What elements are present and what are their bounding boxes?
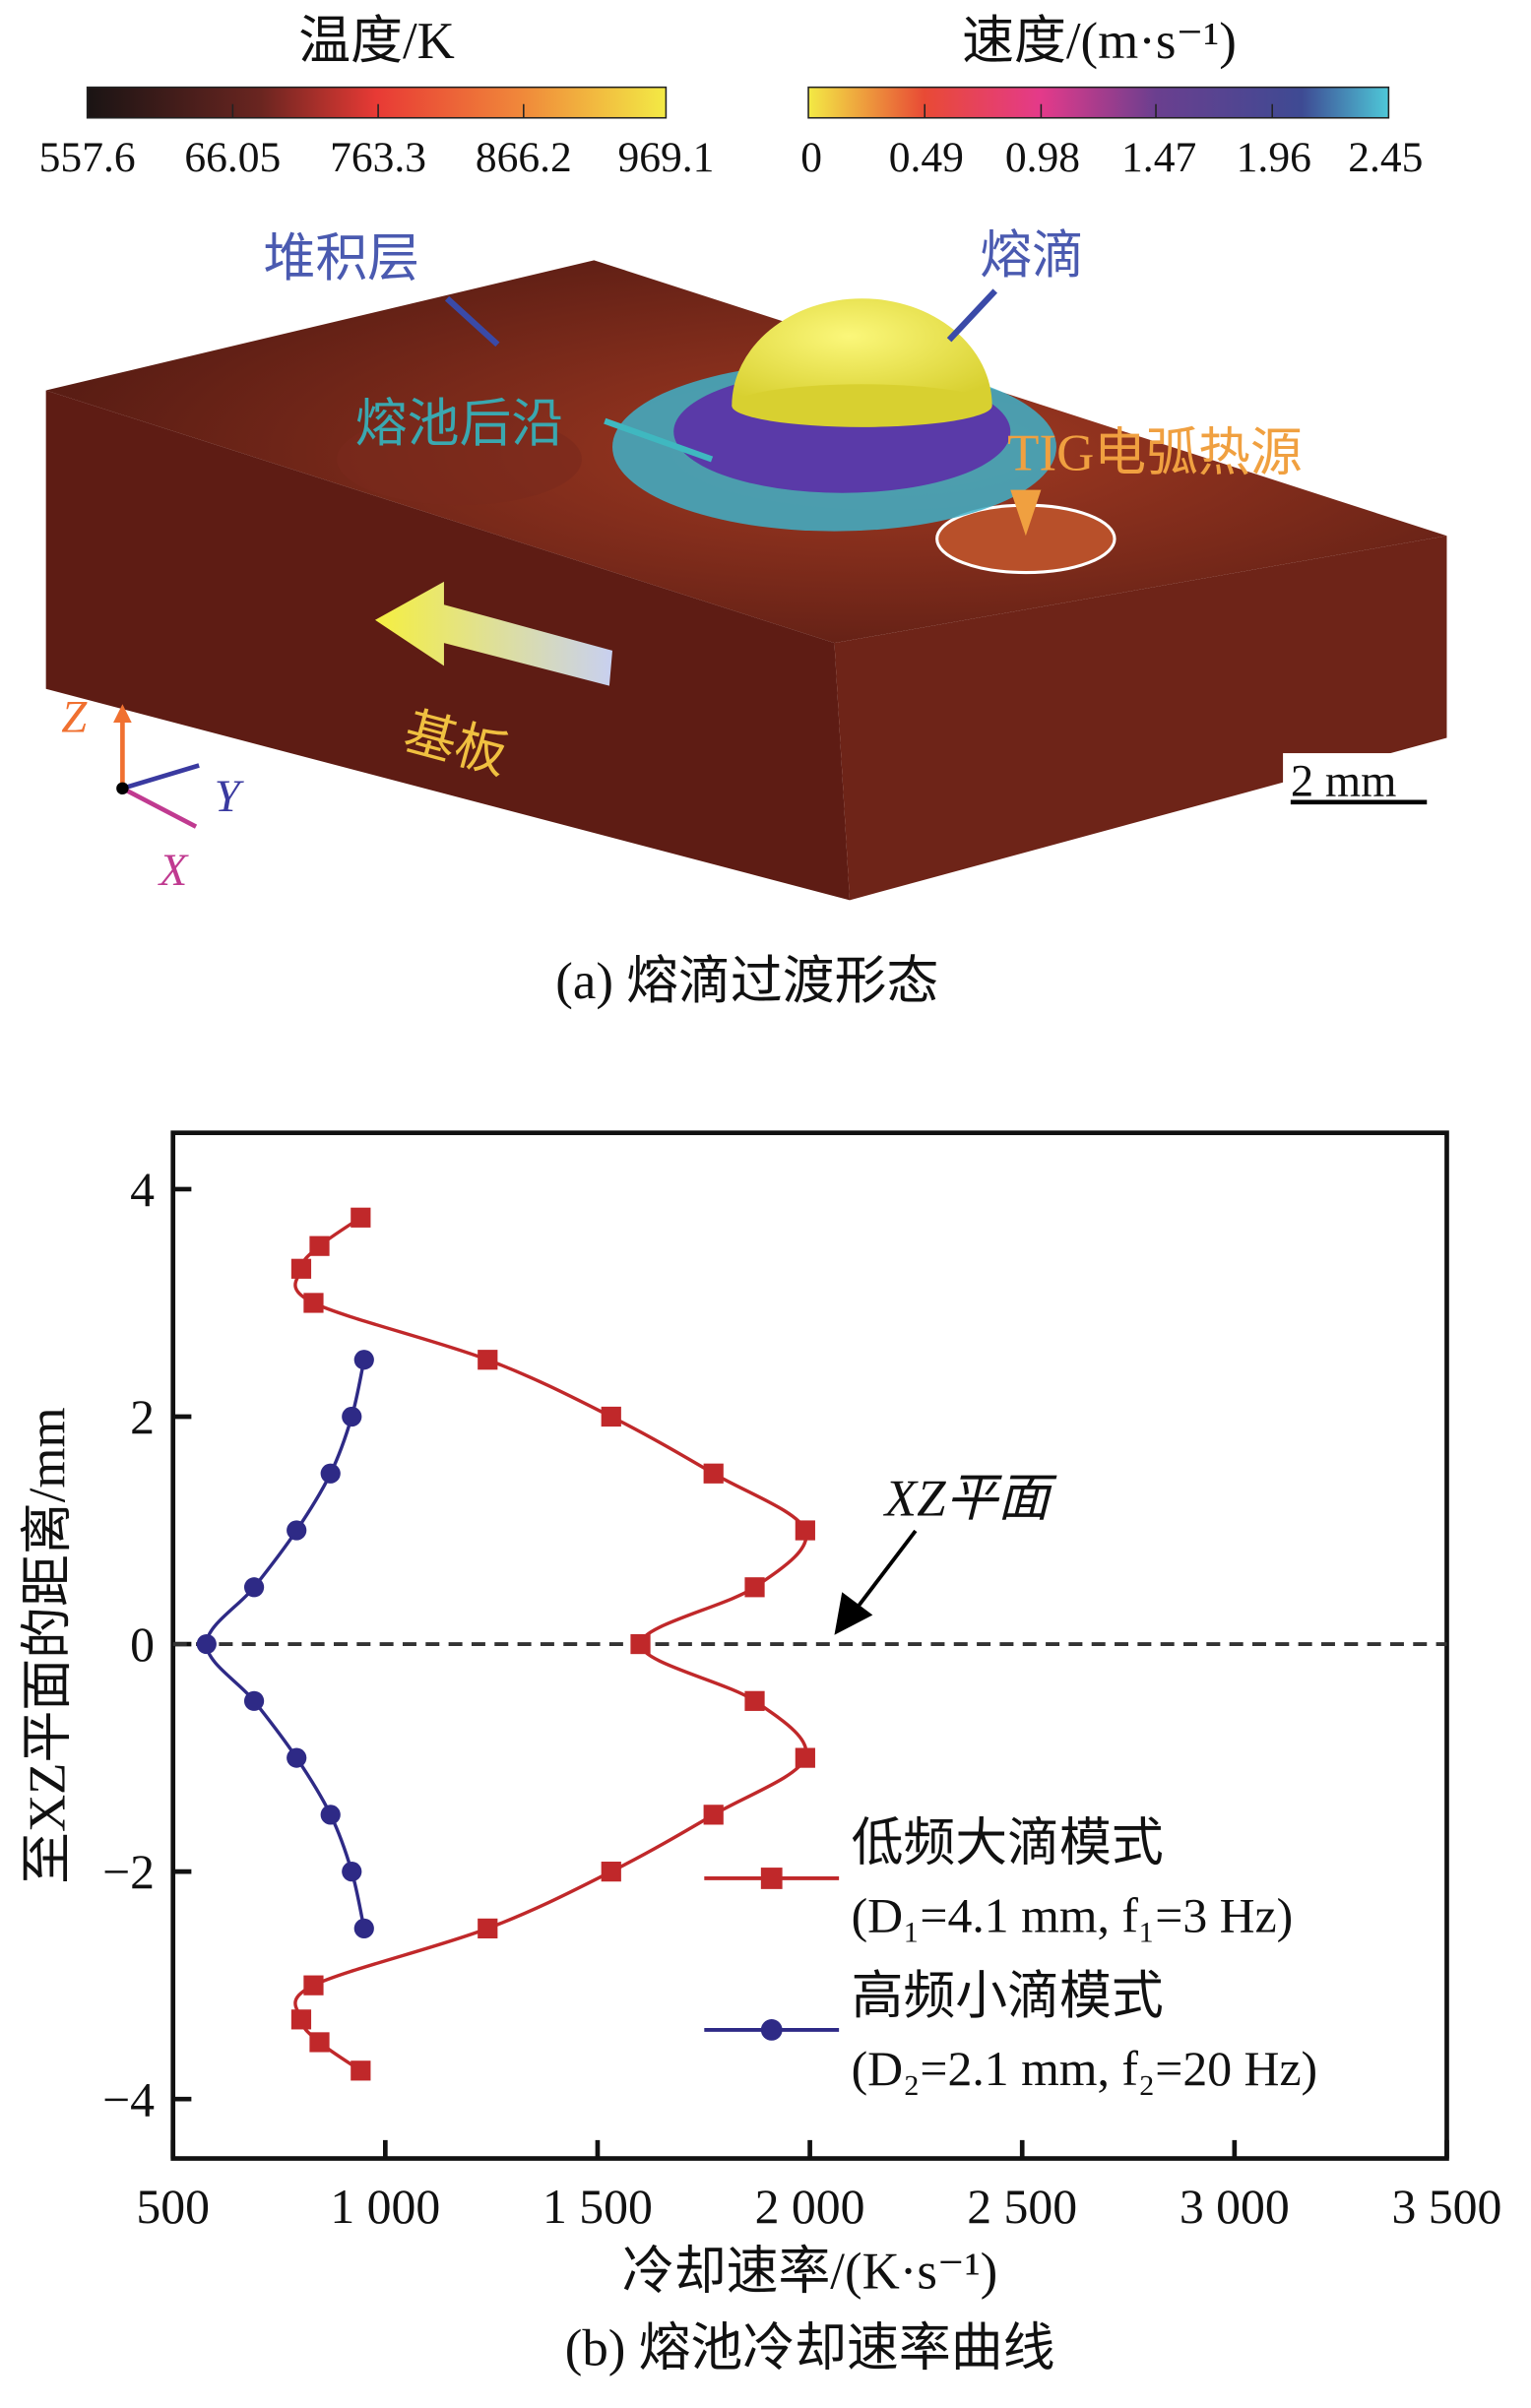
legend-sub: (D₁=4.1 mm, f₁=3 Hz) <box>852 1888 1294 1942</box>
x-axis-title: 冷却速率/(K·s⁻¹) <box>622 2244 997 2301</box>
legend-sub: (D₂=2.1 mm, f₂=20 Hz) <box>852 2042 1318 2096</box>
temp-tick: 763.3 <box>330 134 426 181</box>
data-point-square <box>744 1577 765 1598</box>
data-point-circle <box>353 1918 374 1939</box>
data-point-circle <box>320 1805 341 1825</box>
y-tick-label: 4 <box>130 1163 155 1217</box>
data-point-square <box>478 1918 498 1939</box>
data-point-square <box>351 2060 371 2081</box>
data-point-square <box>601 1406 621 1427</box>
vel-tick: 1.47 <box>1121 134 1196 181</box>
droplet-label: 熔滴 <box>980 227 1084 285</box>
temp-tick: 66.05 <box>184 134 281 181</box>
y-tick-label: −4 <box>102 2072 155 2126</box>
data-point-square <box>795 1520 815 1541</box>
data-point-circle <box>287 1747 307 1768</box>
droplet-dome <box>732 298 992 407</box>
data-point-square <box>630 1633 651 1655</box>
caption-b: (b) 熔池冷却速率曲线 <box>565 2319 1055 2376</box>
data-point-square <box>290 1258 312 1279</box>
x-tick-label: 500 <box>136 2180 210 2234</box>
data-point-square <box>303 1293 324 1313</box>
data-point-square <box>351 1207 371 1228</box>
x-axis-label: X <box>158 845 189 896</box>
x-tick-label: 1 000 <box>330 2180 440 2234</box>
pool-rear-label: 熔池后沿 <box>355 396 563 453</box>
temperature-colorbar: 温度/K 557.6 66.05 763.3 866.2 969.1 <box>39 13 715 181</box>
block-front-face <box>45 390 851 901</box>
x-tick-label: 2 500 <box>967 2180 1077 2234</box>
substrate-block <box>45 260 1447 901</box>
data-point-circle <box>196 1633 217 1655</box>
data-point-circle <box>342 1862 362 1882</box>
legend-marker-square <box>760 1868 783 1889</box>
coordinate-axes: Z Y X <box>61 691 244 895</box>
temp-tick: 557.6 <box>39 134 136 181</box>
data-point-square <box>601 1862 621 1882</box>
data-point-square <box>478 1350 498 1370</box>
tig-label: TIG电弧热源 <box>1007 424 1303 481</box>
deposit-label: 堆积层 <box>263 230 419 287</box>
temp-tick: 969.1 <box>617 134 714 181</box>
legend: 低频大滴模式 (D₁=4.1 mm, f₁=3 Hz) 高频小滴模式 (D₂=2… <box>704 1814 1317 2096</box>
vel-tick: 0.98 <box>1005 134 1080 181</box>
data-point-circle <box>353 1350 374 1370</box>
legend-label: 高频小滴模式 <box>852 1968 1164 2025</box>
y-axis-label: Y <box>215 771 245 822</box>
scale-label: 2 mm <box>1291 756 1397 807</box>
temp-tick: 866.2 <box>476 134 572 181</box>
data-point-circle <box>342 1406 362 1427</box>
velocity-colorbar: 速度/(m·s⁻¹) 0 0.49 0.98 1.47 1.96 2.45 <box>800 13 1423 181</box>
annotation-arrow <box>834 1592 873 1635</box>
travel-direction-arrow <box>374 581 613 686</box>
y-axis-title: 至XZ平面的距离/mm <box>19 1407 76 1884</box>
data-point-square <box>309 2032 330 2053</box>
data-point-circle <box>243 1577 265 1598</box>
temperature-title: 温度/K <box>298 13 455 70</box>
data-point-square <box>290 2009 312 2030</box>
data-point-square <box>744 1690 765 1711</box>
y-tick-label: −2 <box>102 1845 155 1899</box>
data-point-circle <box>243 1690 265 1711</box>
legend-marker-circle <box>760 2019 783 2041</box>
velocity-title: 速度/(m·s⁻¹) <box>962 13 1237 70</box>
x-tick-label: 2 000 <box>755 2180 865 2234</box>
x-tick-label: 3 000 <box>1180 2180 1290 2234</box>
data-point-square <box>303 1975 324 1996</box>
block-side-face <box>834 536 1447 901</box>
y-tick-label: 0 <box>130 1617 155 1672</box>
legend-label: 低频大滴模式 <box>852 1814 1164 1871</box>
x-tick-label: 3 500 <box>1392 2180 1502 2234</box>
data-point-square <box>309 1236 330 1256</box>
vel-tick: 0.49 <box>889 134 964 181</box>
vel-tick: 2.45 <box>1348 134 1423 181</box>
cooling-rate-chart: 500 1 000 1 500 2 000 2 500 3 000 3 500 4 2 0 −2 −4… <box>19 1130 1502 2301</box>
xz-plane-annotation: XZ平面 <box>883 1470 1058 1527</box>
temperature-gradient <box>86 86 668 119</box>
vel-tick: 1.96 <box>1237 134 1311 181</box>
data-point-square <box>703 1805 724 1825</box>
caption-a: (a) 熔滴过渡形态 <box>555 953 938 1010</box>
data-point-circle <box>320 1463 341 1484</box>
data-point-circle <box>287 1520 307 1541</box>
vel-tick: 0 <box>800 134 822 181</box>
x-tick-label: 1 500 <box>542 2180 653 2234</box>
velocity-gradient <box>807 86 1390 119</box>
data-point-square <box>703 1463 724 1484</box>
data-point-square <box>795 1747 815 1768</box>
z-axis-label: Z <box>61 691 88 742</box>
y-tick-label: 2 <box>130 1390 155 1444</box>
